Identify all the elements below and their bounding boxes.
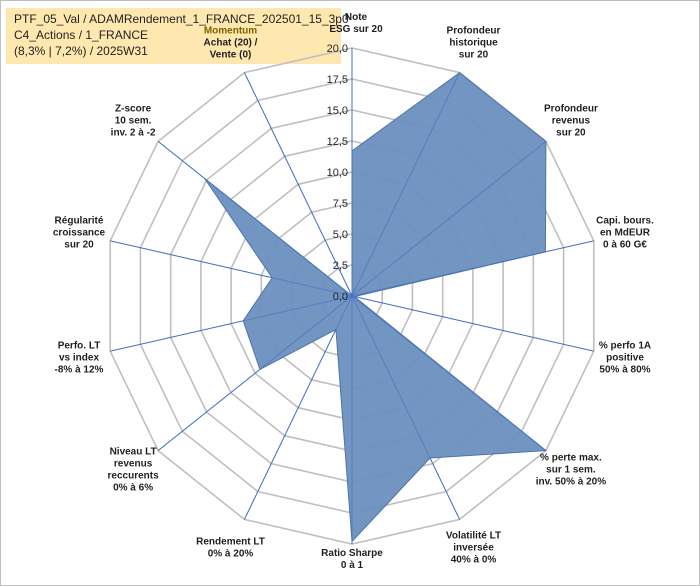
axis-label-11: Perfo. LT vs index -8% à 12% — [55, 340, 104, 375]
chart-title-line-3: (8,3% | 7,2%) / 2025W31 — [14, 44, 148, 58]
axis-label-13: Z-score 10 sem. inv. 2 à -2 — [111, 103, 156, 138]
tick-label-1: 2,5 — [333, 260, 348, 272]
axis-spoke-overlay-4 — [351, 240, 594, 297]
axis-label-9: Rendement LT 0% à 20% — [196, 536, 265, 559]
tick-label-7: 17,5 — [327, 74, 348, 86]
tick-label-3: 7,5 — [333, 198, 348, 210]
tick-label-8: 20,0 — [327, 43, 348, 55]
axis-spoke-overlay-12 — [110, 240, 353, 297]
axis-spoke-overlay-9 — [244, 295, 353, 520]
tick-label-6: 15,0 — [327, 105, 348, 117]
axis-spoke-overlay-6 — [351, 295, 547, 451]
axis-label-1: Note ESG sur 20 — [329, 12, 383, 35]
axis-spoke-overlay-11 — [110, 295, 353, 352]
axis-spoke-overlay-3 — [351, 141, 547, 297]
chart-title-box: PTF_05_Val / ADAMRendement_1_FRANCE_2025… — [6, 8, 349, 64]
chart-title-line-1: PTF_05_Val / ADAMRendement_1_FRANCE_2025… — [14, 12, 349, 26]
axis-spoke-overlay-7 — [351, 295, 460, 520]
tick-label-2: 5,0 — [333, 229, 348, 241]
radar-series — [110, 48, 594, 544]
chart-title-line-2: C4_Actions / 1_FRANCE — [14, 28, 149, 42]
axis-label-3: Profondeur revenus sur 20 — [544, 103, 598, 138]
radar-axis-labels: Note ESG sur 20 Profondeur historique sur 20… — [53, 12, 654, 571]
tick-label-5: 12,5 — [327, 136, 348, 148]
axis-spoke-overlay-14 — [244, 72, 353, 297]
axis-label-7: Volatilité LT inversée 40% à 0% — [446, 530, 501, 565]
axis-label-14: Momentum Achat (20) / Vente (0) — [204, 26, 258, 61]
axis-label-5: % perfo 1A positive 50% à 80% — [599, 340, 651, 375]
axis-label-4: Capi. bours. en MdEUR 0 à 60 G€ — [596, 216, 654, 251]
radar-tick-labels: 0,0 2,5 5,0 7,5 10,0 12,5 15,0 17,5 20,0 — [327, 43, 348, 303]
axis-spoke-overlay-10 — [157, 295, 353, 451]
axis-label-6: % perte max. sur 1 sem. inv. 50% à 20% — [536, 453, 607, 488]
axis-spoke-overlay-13 — [157, 141, 353, 297]
axis-label-10: Niveau LT revenus reccurents 0% à 6% — [108, 447, 160, 494]
axis-spoke-overlay-5 — [351, 295, 594, 352]
axis-label-12: Régularité croissance sur 20 — [53, 216, 106, 251]
series-area — [204, 71, 548, 543]
axis-label-8: Ratio Sharpe 0 à 1 — [321, 548, 383, 571]
tick-label-0: 0,0 — [333, 291, 348, 303]
axis-spoke-overlay-2 — [351, 72, 460, 297]
axis-label-2: Profondeur historique sur 20 — [447, 26, 501, 61]
tick-label-4: 10,0 — [327, 167, 348, 179]
